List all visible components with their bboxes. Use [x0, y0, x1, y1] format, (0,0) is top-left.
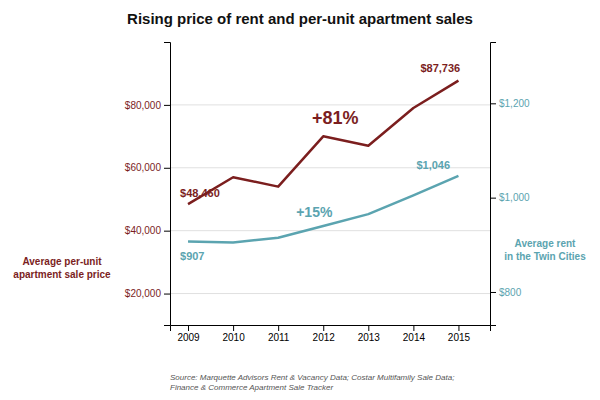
tick: 2014: [403, 325, 426, 343]
tick-mark: [323, 325, 324, 331]
plot-area: 2009 2010 2011 2012 2013 2014 2015 $20,000 $40,0…: [125, 43, 530, 344]
grid-line: [170, 293, 490, 294]
axis-line: [171, 326, 491, 332]
series-line: [188, 176, 458, 243]
annotation: $907: [180, 250, 204, 262]
annotation: +81%: [312, 108, 359, 128]
series-group: [188, 81, 458, 243]
annotation: $1,046: [416, 159, 450, 171]
annotation: $48,460: [180, 187, 220, 199]
grid-line: [170, 104, 490, 105]
source: Source: Marquette Advisors Rent & Vacanc…: [170, 373, 454, 392]
tick-mark: [164, 294, 170, 295]
tick-mark: [164, 168, 170, 169]
tick-label: 2014: [403, 332, 426, 343]
series-line: [188, 81, 458, 205]
tick: $60,000: [125, 162, 170, 173]
tick-mark: [164, 231, 170, 232]
y-axis-label: Average per-unitapartment sale price: [13, 256, 111, 280]
tick-mark: [458, 325, 459, 331]
tick-label: 2012: [313, 332, 336, 343]
tick-label: 2011: [268, 332, 290, 343]
tick: $40,000: [125, 225, 170, 236]
tick: $20,000: [125, 288, 170, 299]
tick-mark: [368, 325, 369, 331]
tick: $80,000: [125, 100, 170, 111]
grid: [170, 105, 490, 294]
grid-line: [170, 230, 490, 231]
y2-axis-label: Average rentin the Twin Cities: [504, 238, 586, 262]
tick: 2010: [222, 325, 245, 343]
tick-label: 2015: [448, 332, 471, 343]
tick-label: $80,000: [125, 100, 162, 111]
tick-label: 2009: [177, 332, 200, 343]
tick: 2012: [313, 325, 336, 343]
tick-label: 2010: [222, 332, 245, 343]
tick-label: $1,200: [499, 98, 530, 109]
y-axis: $20,000 $40,000 $60,000 $80,000: [125, 43, 171, 326]
tick-mark: [413, 325, 414, 331]
axis-line: [164, 43, 171, 326]
tick-mark: [490, 103, 496, 104]
tick-label: $20,000: [125, 288, 162, 299]
chart: 2009 2010 2011 2012 2013 2014 2015 $20,000 $40,0…: [0, 0, 600, 400]
tick-label: $800: [499, 287, 522, 298]
tick-mark: [233, 325, 234, 331]
tick-mark: [490, 198, 496, 199]
tick: 2009: [177, 325, 200, 343]
tick: $1,200: [490, 98, 530, 109]
tick: $800: [490, 287, 522, 298]
tick-label: $60,000: [125, 162, 162, 173]
tick: $1,000: [490, 192, 530, 203]
tick-label: 2013: [358, 332, 381, 343]
tick-mark: [490, 292, 496, 293]
annotation: $87,736: [420, 62, 460, 74]
tick-mark: [164, 105, 170, 106]
annotation: +15%: [296, 204, 333, 220]
tick-label: $1,000: [499, 192, 530, 203]
x-axis: 2009 2010 2011 2012 2013 2014 2015: [171, 325, 491, 343]
tick: 2013: [358, 325, 381, 343]
annotations: $48,460 $87,736 $907 $1,046 +81% +15%: [180, 62, 460, 262]
tick-mark: [188, 325, 189, 331]
tick: 2015: [448, 325, 471, 343]
tick-label: $40,000: [125, 225, 162, 236]
tick: 2011: [268, 325, 290, 343]
axis-line: [491, 43, 497, 326]
tick-mark: [278, 325, 279, 331]
title: Rising price of rent and per-unit apartm…: [127, 10, 473, 27]
y2-axis: $800 $1,000 $1,200: [490, 43, 530, 326]
